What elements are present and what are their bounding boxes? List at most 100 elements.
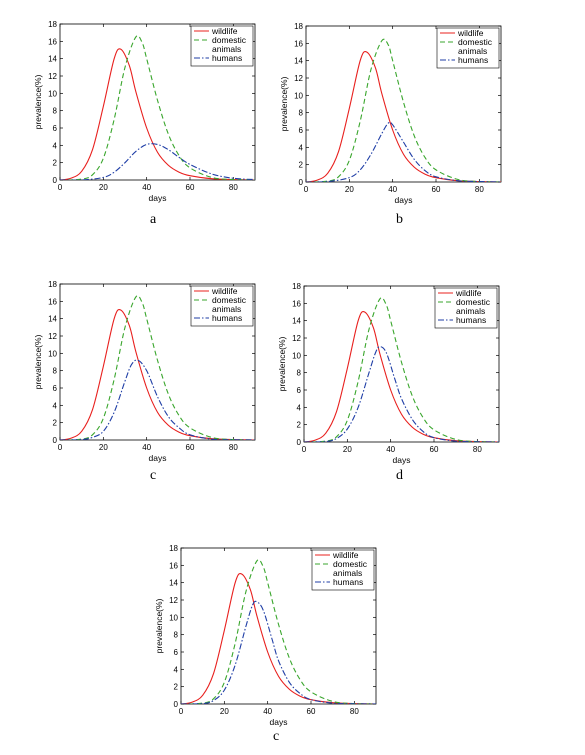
p3-legend-entry-1: domestic [456, 297, 491, 307]
p1-series-line-domestic-animals [306, 38, 501, 182]
p2-ytick-label-9: 18 [48, 280, 57, 289]
chart-panel-b: 0 2 4 6 8 10 12 14 16 18 0 20 40 60 80 days prevalence(%… [279, 20, 520, 220]
p0-legend-box [190, 25, 254, 67]
p3-legend-entry-2: animals [456, 306, 485, 316]
chart-panel-a: 0 2 4 6 8 10 12 14 16 18 0 20 40 60 80 days prevalence(%… [33, 18, 274, 218]
p1-ytick-label-2: 4 [299, 143, 304, 152]
p2-ytick-label-2: 4 [53, 401, 58, 410]
chart-panel-c: 0 2 4 6 8 10 12 14 16 18 0 20 40 60 80 days prevalence(%… [33, 278, 274, 478]
p3-ytick-label-0: 0 [297, 438, 302, 447]
p4-xtick-label-0: 0 [179, 707, 184, 716]
p4-ytick-label-7: 14 [169, 579, 178, 588]
p0-ytick-label-0: 0 [53, 176, 58, 185]
p1-ytick-label-3: 6 [299, 126, 304, 135]
p2-legend-entry-2: animals [212, 304, 241, 314]
p2-y-axis-label: prevalence(%) [33, 334, 43, 389]
p2-series-line-humans [60, 359, 255, 440]
p0-ytick-label-5: 10 [48, 89, 57, 98]
p4-legend-entry-2: animals [333, 568, 362, 578]
p3-ytick-label-2: 4 [297, 403, 302, 412]
chart-panel-d: 0 2 4 6 8 10 12 14 16 18 0 20 40 60 80 days prevalence(%… [277, 280, 518, 480]
p2-legend-entry-3: humans [212, 313, 242, 323]
p0-series-line-humans [60, 143, 255, 180]
p2-xtick-label-4: 80 [229, 443, 238, 452]
chart-svg-e: 0 2 4 6 8 10 12 14 16 18 0 20 40 60 80 days prevalence(%… [154, 544, 377, 727]
p2-legend-entry-1: domestic [212, 295, 247, 305]
p4-ytick-label-2: 4 [174, 665, 179, 674]
p1-ytick-label-1: 2 [299, 161, 304, 170]
panel-letter-b: b [396, 212, 403, 227]
p4-ytick-label-4: 8 [174, 631, 179, 640]
p4-xtick-label-4: 80 [350, 707, 359, 716]
p3-y-axis-label: prevalence(%) [277, 336, 287, 391]
p2-ytick-label-8: 16 [48, 297, 57, 306]
p4-ytick-label-0: 0 [174, 700, 179, 709]
p1-ytick-label-8: 16 [294, 39, 303, 48]
p2-legend-box [190, 285, 254, 327]
p3-ytick-label-1: 2 [297, 421, 302, 430]
p1-xtick-label-1: 20 [345, 185, 354, 194]
p0-ytick-label-3: 6 [53, 124, 58, 133]
p2-ytick-label-1: 2 [53, 419, 58, 428]
p4-ytick-label-1: 2 [174, 683, 179, 692]
p0-xtick-label-0: 0 [58, 183, 63, 192]
chart-svg-b: 0 2 4 6 8 10 12 14 16 18 0 20 40 60 80 days prevalence(%… [279, 22, 502, 205]
p3-xtick-label-4: 80 [473, 445, 482, 454]
p4-xtick-label-2: 40 [263, 707, 272, 716]
p1-xtick-label-4: 80 [475, 185, 484, 194]
p4-x-axis-label: days [270, 717, 288, 727]
p3-ytick-label-3: 6 [297, 386, 302, 395]
p3-legend-box [434, 287, 498, 329]
p4-series-line-domestic-animals [181, 559, 376, 704]
p0-ytick-label-8: 16 [48, 37, 57, 46]
p3-xtick-label-2: 40 [386, 445, 395, 454]
p3-ytick-label-9: 18 [292, 282, 301, 291]
p0-legend-entry-3: humans [212, 53, 242, 63]
p1-xtick-label-0: 0 [304, 185, 309, 194]
panel-letter-a: a [150, 212, 157, 227]
p1-legend-entry-1: domestic [458, 37, 493, 47]
p2-xtick-label-1: 20 [99, 443, 108, 452]
p2-xtick-label-0: 0 [58, 443, 63, 452]
p3-legend-entry-3: humans [456, 315, 486, 325]
p2-series-line-domestic-animals [60, 295, 255, 440]
p2-legend-entry-0: wildlife [211, 286, 238, 296]
p4-ytick-label-3: 6 [174, 648, 179, 657]
p2-ytick-label-0: 0 [53, 436, 58, 445]
panel-letter-d: d [396, 468, 403, 483]
p1-ytick-label-9: 18 [294, 22, 303, 31]
p4-ytick-label-8: 16 [169, 561, 178, 570]
p2-ytick-label-3: 6 [53, 384, 58, 393]
p2-ytick-label-6: 12 [48, 332, 57, 341]
p3-series-line-domestic-animals [304, 297, 499, 442]
p4-ytick-label-5: 10 [169, 613, 178, 622]
p1-legend-entry-0: wildlife [457, 28, 484, 38]
chart-svg-a: 0 2 4 6 8 10 12 14 16 18 0 20 40 60 80 days prevalence(%… [33, 20, 256, 203]
p1-series-line-humans [306, 121, 501, 182]
p3-ytick-label-8: 16 [292, 299, 301, 308]
p0-y-axis-label: prevalence(%) [33, 74, 43, 129]
p1-ytick-label-5: 10 [294, 91, 303, 100]
p4-legend-entry-1: domestic [333, 559, 368, 569]
p0-legend-entry-1: domestic [212, 35, 247, 45]
p1-legend-entry-2: animals [458, 46, 487, 56]
p1-xtick-label-2: 40 [388, 185, 397, 194]
p0-xtick-label-3: 60 [186, 183, 195, 192]
p4-xtick-label-1: 20 [220, 707, 229, 716]
p1-legend-entry-3: humans [458, 55, 488, 65]
p3-xtick-label-0: 0 [302, 445, 307, 454]
p0-xtick-label-4: 80 [229, 183, 238, 192]
p4-legend-entry-0: wildlife [332, 550, 359, 560]
p4-y-axis-label: prevalence(%) [154, 598, 164, 653]
p4-xtick-label-3: 60 [307, 707, 316, 716]
p0-legend-entry-2: animals [212, 44, 241, 54]
p0-legend-entry-0: wildlife [211, 26, 238, 36]
p4-ytick-label-9: 18 [169, 544, 178, 553]
p2-ytick-label-5: 10 [48, 349, 57, 358]
p0-series-line-domestic-animals [60, 35, 255, 180]
p2-x-axis-label: days [149, 453, 167, 463]
p0-ytick-label-6: 12 [48, 72, 57, 81]
p0-series-line-wildlife [60, 48, 255, 180]
panel-letter-c: c [150, 468, 157, 483]
p3-series-line-wildlife [304, 311, 499, 442]
